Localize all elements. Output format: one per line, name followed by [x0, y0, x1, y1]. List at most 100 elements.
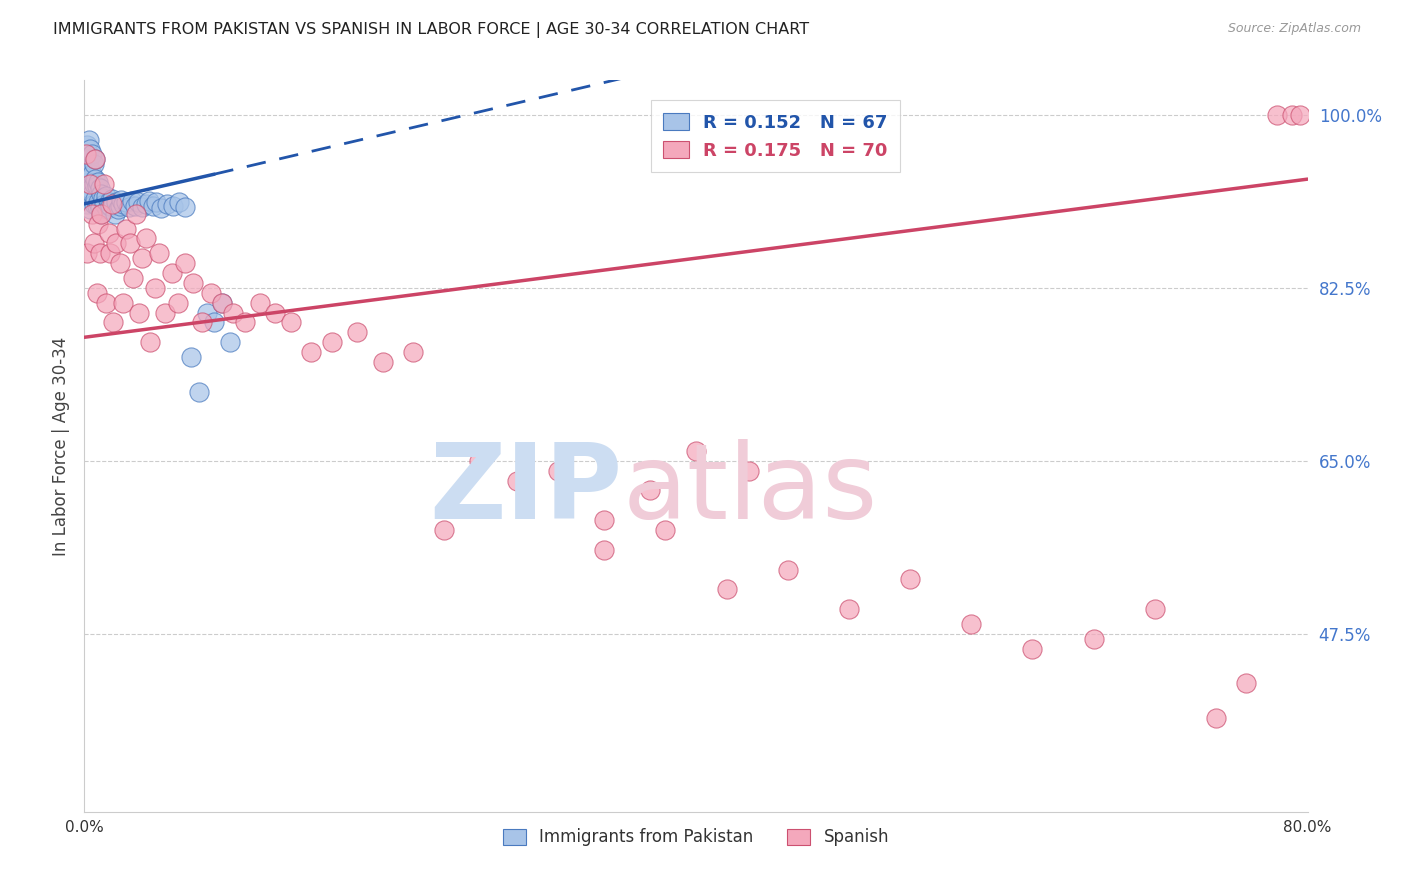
Point: [75, 147, 97, 161]
Point: [149, 201, 172, 215]
Point: [506, 474, 529, 488]
Point: [138, 194, 160, 208]
Point: [80, 186, 103, 201]
Point: [114, 194, 136, 209]
Point: [90, 207, 112, 221]
Point: [1021, 641, 1043, 656]
Text: Source: ZipAtlas.com: Source: ZipAtlas.com: [1227, 22, 1361, 36]
Point: [898, 573, 921, 587]
Point: [135, 231, 157, 245]
Point: [105, 236, 128, 251]
Point: [108, 199, 131, 213]
Point: [139, 335, 162, 350]
Point: [249, 295, 271, 310]
Point: [1236, 676, 1258, 690]
Point: [76, 197, 98, 211]
Y-axis label: In Labor Force | Age 30-34: In Labor Force | Age 30-34: [52, 336, 70, 556]
Point: [468, 454, 491, 468]
Point: [77, 153, 100, 167]
Point: [121, 194, 143, 208]
Point: [103, 315, 125, 329]
Point: [180, 350, 202, 364]
Point: [174, 200, 197, 214]
Point: [1265, 108, 1288, 122]
Point: [321, 335, 343, 350]
Point: [87, 175, 110, 189]
Text: ZIP: ZIP: [429, 439, 623, 541]
Point: [80, 167, 103, 181]
Point: [233, 315, 256, 329]
Point: [638, 483, 661, 498]
Point: [75, 186, 97, 201]
Point: [104, 207, 127, 221]
Point: [83, 177, 105, 191]
Point: [131, 200, 153, 214]
Point: [107, 202, 129, 216]
Text: IMMIGRANTS FROM PAKISTAN VS SPANISH IN LABOR FORCE | AGE 30-34 CORRELATION CHART: IMMIGRANTS FROM PAKISTAN VS SPANISH IN L…: [53, 22, 810, 38]
Point: [93, 177, 115, 191]
Point: [547, 464, 569, 478]
Point: [1083, 632, 1105, 646]
Point: [111, 295, 134, 310]
Point: [101, 197, 124, 211]
Point: [79, 162, 101, 177]
Point: [166, 295, 188, 310]
Point: [76, 157, 98, 171]
Point: [1289, 108, 1312, 122]
Point: [91, 191, 114, 205]
Point: [167, 194, 190, 209]
Point: [120, 236, 142, 251]
Point: [1281, 108, 1303, 122]
Point: [191, 315, 214, 329]
Point: [87, 194, 110, 209]
Point: [776, 563, 799, 577]
Point: [280, 315, 302, 329]
Point: [77, 192, 100, 206]
Point: [145, 194, 167, 209]
Point: [89, 201, 111, 215]
Point: [593, 542, 616, 557]
Point: [89, 181, 111, 195]
Point: [181, 276, 204, 290]
Point: [83, 157, 105, 171]
Point: [202, 315, 225, 329]
Point: [77, 132, 100, 146]
Point: [1205, 711, 1227, 725]
Point: [89, 246, 111, 260]
Point: [299, 345, 322, 359]
Point: [593, 513, 616, 527]
Point: [195, 305, 218, 319]
Point: [84, 153, 107, 167]
Point: [188, 384, 211, 399]
Point: [716, 582, 738, 597]
Point: [76, 177, 98, 191]
Point: [84, 172, 107, 186]
Point: [79, 202, 101, 216]
Point: [118, 200, 141, 214]
Point: [75, 147, 97, 161]
Text: atlas: atlas: [623, 439, 877, 541]
Point: [83, 197, 105, 211]
Point: [685, 444, 707, 458]
Point: [155, 305, 177, 319]
Point: [97, 227, 120, 241]
Point: [90, 207, 112, 221]
Point: [156, 197, 179, 211]
Point: [162, 199, 184, 213]
Point: [75, 167, 97, 181]
Point: [1143, 602, 1166, 616]
Point: [101, 192, 124, 206]
Point: [94, 295, 117, 310]
Point: [86, 199, 108, 213]
Point: [211, 295, 233, 310]
Point: [96, 202, 118, 216]
Point: [174, 256, 197, 270]
Point: [218, 335, 240, 350]
Point: [80, 207, 103, 221]
Point: [90, 186, 112, 201]
Point: [211, 295, 233, 310]
Point: [97, 194, 120, 209]
Point: [124, 199, 146, 213]
Point: [433, 523, 456, 537]
Legend: Immigrants from Pakistan, Spanish: Immigrants from Pakistan, Spanish: [495, 820, 897, 855]
